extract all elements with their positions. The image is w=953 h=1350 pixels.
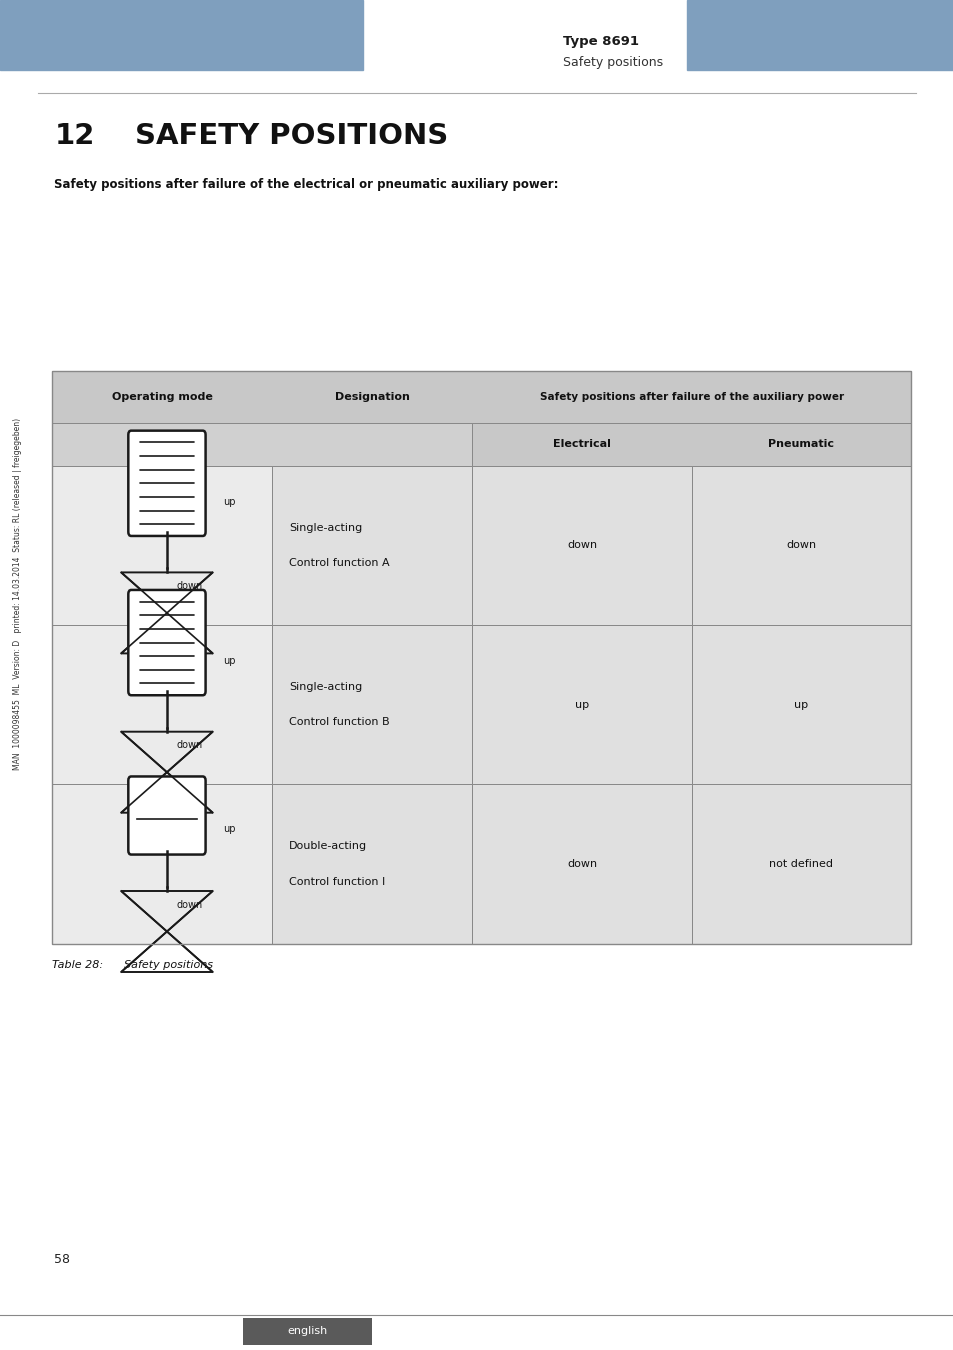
Bar [472,625,691,784]
Text: down: down [785,540,816,551]
Bar [472,423,910,466]
Bar [691,784,910,944]
Bar [686,0,953,70]
Bar [272,784,472,944]
Bar [52,423,472,466]
Text: Double-acting: Double-acting [289,841,367,852]
Text: down: down [176,740,203,751]
Bar [52,371,910,423]
Text: Safety positions after failure of the auxiliary power: Safety positions after failure of the au… [539,392,842,402]
Text: 58: 58 [54,1253,71,1266]
Text: Single-acting: Single-acting [289,682,362,693]
Text: down: down [176,580,203,591]
Bar [0,0,362,70]
Text: MAN  1000098455  ML  Version: D   printed: 14.03.2014  Status: RL (released | fr: MAN 1000098455 ML Version: D printed: 14… [12,418,22,770]
Bar [52,466,272,625]
Text: up: up [223,656,235,666]
Text: down: down [566,540,597,551]
Text: 12: 12 [54,122,94,150]
Text: Safety positions: Safety positions [562,55,662,69]
Text: up: up [223,824,235,834]
Text: Safety positions: Safety positions [124,960,213,969]
Text: Control function I: Control function I [289,876,385,887]
Bar [472,466,691,625]
Text: up: up [575,699,588,710]
FancyBboxPatch shape [128,431,205,536]
Bar [691,466,910,625]
Bar [243,1318,372,1345]
FancyBboxPatch shape [128,590,205,695]
Text: Type 8691: Type 8691 [562,35,639,49]
Text: Table 28:: Table 28: [52,960,104,969]
Text: Safety positions after failure of the electrical or pneumatic auxiliary power:: Safety positions after failure of the el… [54,178,558,192]
Bar [52,371,910,944]
Bar [272,466,472,625]
Bar [691,625,910,784]
Bar [52,625,272,784]
Text: Control function A: Control function A [289,558,389,568]
Text: bürkert: bürkert [205,39,304,62]
Bar [52,784,272,944]
Text: up: up [794,699,807,710]
Text: Electrical: Electrical [553,439,610,450]
Text: Pneumatic: Pneumatic [767,439,834,450]
Text: english: english [287,1326,327,1336]
Text: up: up [223,497,235,506]
Text: down: down [566,859,597,869]
Text: not defined: not defined [768,859,833,869]
Bar [272,625,472,784]
Bar [472,784,691,944]
Text: Operating mode: Operating mode [112,392,213,402]
Text: Control function B: Control function B [289,717,389,728]
Text: Designation: Designation [335,392,409,402]
Text: SAFETY POSITIONS: SAFETY POSITIONS [135,122,448,150]
FancyBboxPatch shape [128,776,205,855]
Text: FLUID CONTROL SYSTEMS: FLUID CONTROL SYSTEMS [205,66,286,70]
Text: down: down [176,899,203,910]
Text: Single-acting: Single-acting [289,522,362,533]
